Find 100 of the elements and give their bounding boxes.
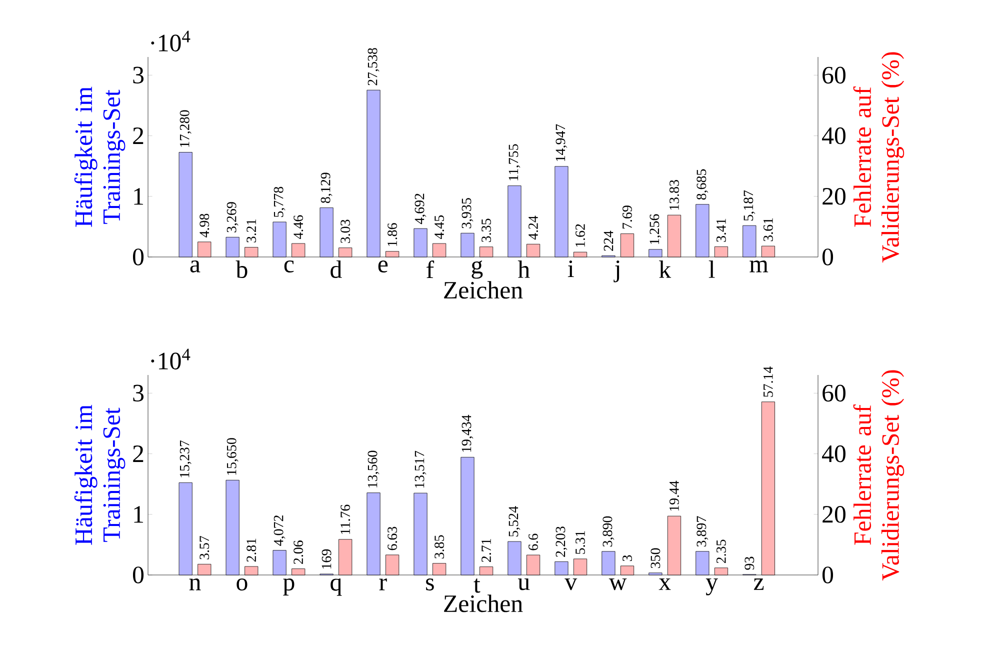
y2-axis-title: Fehlerrate auf Validierungs-Set (%) xyxy=(853,52,904,263)
x-tick-label: o xyxy=(236,578,248,590)
y2-tick-label: 40 xyxy=(822,445,846,462)
y2-axis-title: Fehlerrate auf Validierungs-Set (%) xyxy=(853,370,904,581)
annotation: 8,129 xyxy=(320,172,332,203)
data-label: 13.83 xyxy=(670,180,679,210)
data-label: 5.31 xyxy=(576,531,585,554)
data-label: 4.46 xyxy=(294,215,304,240)
annotation: 4,072 xyxy=(274,515,286,546)
x-axis-title: Zeichen xyxy=(444,281,523,299)
data-label: 3 xyxy=(622,555,632,562)
annotation: 169 xyxy=(322,549,332,569)
y-tick-label: 1 xyxy=(134,188,143,205)
data-label: 2.06 xyxy=(294,540,304,564)
annotation: 350 xyxy=(650,548,660,568)
annotation: 19,434 xyxy=(462,414,474,452)
data-label: 6.6 xyxy=(528,534,538,550)
annotation: 3,935 xyxy=(462,198,474,228)
annotation: 3,269 xyxy=(226,202,238,232)
annotation: 1,256 xyxy=(650,214,662,244)
x-tick-label: l xyxy=(708,260,715,278)
data-label: 7.69 xyxy=(622,206,632,229)
annotation: 3,890 xyxy=(602,516,614,547)
annotation: 8,685 xyxy=(696,169,708,200)
y-tick-label: 3 xyxy=(133,384,144,402)
annotation: 15,650 xyxy=(226,438,238,475)
y-axis-title: Häufigkeit im Trainings-Set xyxy=(74,404,126,545)
annotation: 4,692 xyxy=(414,194,426,224)
x-tick-label: s xyxy=(426,578,434,590)
data-label: 2.71 xyxy=(482,539,492,562)
data-label: 4.24 xyxy=(528,216,538,240)
x-tick-label: q xyxy=(330,578,342,596)
data-label: 3.57 xyxy=(200,536,210,560)
x-tick-label: d xyxy=(330,260,342,278)
x-tick-label: j xyxy=(614,260,620,282)
annotation: 5,778 xyxy=(274,186,286,217)
x-tick-label: b xyxy=(236,260,248,278)
y-tick-label: 2 xyxy=(133,446,144,462)
x-axis-title: Zeichen xyxy=(444,594,523,612)
x-tick-label: t xyxy=(474,578,480,593)
data-label: 1.86 xyxy=(388,223,398,246)
x-tick-label: f xyxy=(426,260,434,278)
y2-tick-label: 0 xyxy=(822,566,834,584)
x-tick-label: z xyxy=(754,578,764,590)
x-tick-label: e xyxy=(378,260,388,272)
data-label: 57.14 xyxy=(763,366,773,397)
text: ·10$^{4}$ xyxy=(151,30,190,52)
annotation: 224 xyxy=(604,230,614,251)
y2-tick-label: 20 xyxy=(822,506,846,523)
annotation: 2,203 xyxy=(556,526,568,557)
annotation: 13,517 xyxy=(414,450,426,488)
data-label: 3.21 xyxy=(246,219,256,242)
data-label: 11.76 xyxy=(340,504,350,534)
annotation: 13,560 xyxy=(368,450,380,488)
data-label: 19.44 xyxy=(670,480,679,511)
text: ·10$^{4}$ xyxy=(151,348,190,370)
x-tick-label: x xyxy=(658,578,671,590)
y2-tick-label: 20 xyxy=(822,188,846,205)
annotation: 5,187 xyxy=(744,190,756,221)
annotation: 17,280 xyxy=(180,110,192,147)
annotation: 93 xyxy=(744,556,754,570)
annotation: 11,755 xyxy=(508,144,520,180)
x-tick-label: n xyxy=(189,578,201,590)
y-tick-label: 0 xyxy=(132,566,144,584)
data-label: 4.45 xyxy=(434,215,444,240)
x-tick-label: w xyxy=(608,578,627,590)
y-tick-label: 1 xyxy=(134,506,143,523)
y-tick-label: 3 xyxy=(133,66,144,84)
data-label: 2.35 xyxy=(716,540,726,564)
data-label: 3.61 xyxy=(763,218,773,242)
data-label: 3.35 xyxy=(482,218,492,242)
annotation: 3,897 xyxy=(696,516,708,546)
y-tick-label: 2 xyxy=(133,128,144,144)
y-tick-label: 0 xyxy=(132,248,144,266)
y-axis-title: Häufigkeit im Trainings-Set xyxy=(74,86,126,227)
data-label: 3.41 xyxy=(716,218,726,242)
y2-tick-label: 0 xyxy=(822,248,834,266)
y2-tick-label: 60 xyxy=(822,66,846,84)
x-tick-label: u xyxy=(518,578,530,590)
annotation: 5,524 xyxy=(508,506,520,536)
x-tick-label: k xyxy=(659,260,672,278)
annotation: 27,538 xyxy=(368,48,380,86)
annotation: 14,947 xyxy=(556,124,568,161)
y2-tick-label: 40 xyxy=(822,127,846,144)
annotation: 15,237 xyxy=(180,440,192,478)
x-tick-label: a xyxy=(190,260,200,272)
x-tick-label: g xyxy=(472,260,483,279)
x-tick-label: y xyxy=(706,578,718,596)
data-label: 1.62 xyxy=(576,224,585,247)
data-label: 6.63 xyxy=(388,526,398,550)
data-label: 3.03 xyxy=(340,220,350,243)
x-tick-label: p xyxy=(283,578,294,596)
x-tick-label: v xyxy=(564,578,578,590)
y2-tick-label: 60 xyxy=(822,384,846,402)
data-label: 3.85 xyxy=(434,535,444,558)
x-tick-label: i xyxy=(568,260,574,277)
x-tick-label: m xyxy=(750,260,768,272)
data-label: 2.81 xyxy=(246,538,256,562)
x-tick-label: h xyxy=(518,260,530,278)
data-label: 4.98 xyxy=(200,214,210,238)
